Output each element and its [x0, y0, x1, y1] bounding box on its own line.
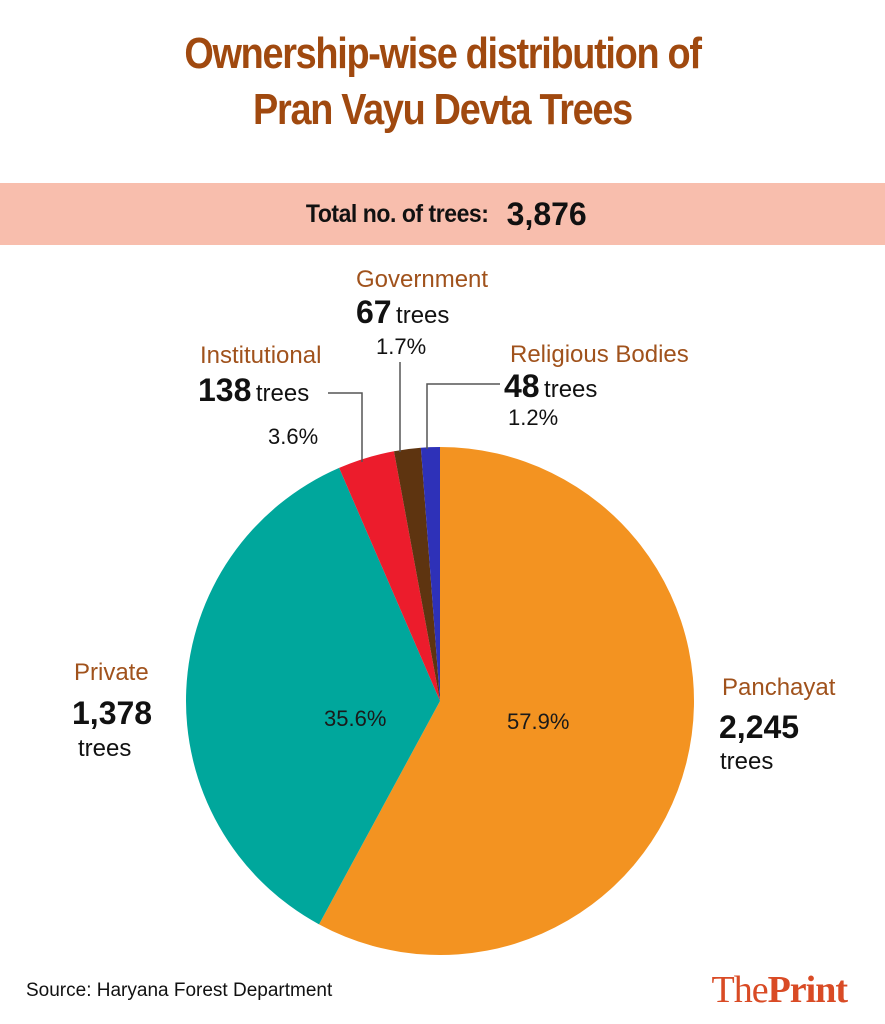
- label-government-count: 67 trees: [356, 294, 449, 331]
- percent-government: 1.7%: [376, 334, 427, 359]
- percent-panchayat: 57.9%: [507, 709, 570, 734]
- label-private: Private: [74, 659, 149, 686]
- category-name: Government: [356, 266, 489, 293]
- pie-slice-religious-bodies: [420, 447, 440, 701]
- pie-slice-institutional: [339, 451, 440, 701]
- count-unit: trees: [396, 302, 450, 329]
- percent-private: 35.6%: [324, 706, 387, 731]
- pie-slice-private: [186, 467, 440, 925]
- percent-institutional: 3.6%: [268, 424, 319, 449]
- label-religious-bodies: Religious Bodies: [510, 341, 689, 368]
- unit-private: trees: [78, 735, 132, 762]
- total-label: Total no. of trees:: [306, 199, 489, 228]
- pie-slices: [186, 447, 695, 955]
- leader-line-institutional: [328, 392, 363, 462]
- theprint-logo: ThePrint: [711, 968, 848, 1012]
- label-institutional: Institutional: [200, 342, 322, 369]
- logo-print: Print: [767, 969, 848, 1011]
- label-government: Government: [356, 266, 488, 294]
- label-panchayat: Panchayat: [722, 674, 836, 701]
- chart-title: Ownership-wise distribution of Pran Vayu…: [62, 26, 823, 138]
- count-value: 138: [198, 372, 252, 408]
- unit-panchayat: trees: [720, 748, 774, 775]
- percent-religious: 1.2%: [508, 405, 559, 430]
- label-religious-count: 48 trees: [504, 368, 597, 405]
- count-private: 1,378: [72, 695, 153, 731]
- source-note: Source: Haryana Forest Department: [26, 980, 333, 1001]
- total-value: 3,876: [506, 195, 587, 232]
- title-line-1: Ownership-wise distribution of: [184, 29, 702, 78]
- count-unit: trees: [255, 380, 310, 407]
- count-panchayat: 2,245: [719, 709, 800, 745]
- pie-slice-government: [393, 447, 440, 701]
- title-line-2: Pran Vayu Devta Trees: [253, 85, 633, 134]
- count-unit: trees: [544, 376, 598, 403]
- count-value: 48: [504, 368, 540, 404]
- count-value: 67: [356, 294, 392, 330]
- pie-slice-panchayat: [319, 447, 695, 955]
- leader-line-religious: [426, 383, 500, 449]
- logo-the: The: [711, 969, 768, 1011]
- label-institutional-count: 138 trees: [198, 372, 309, 409]
- total-trees-banner: Total no. of trees: 3,876: [0, 183, 885, 245]
